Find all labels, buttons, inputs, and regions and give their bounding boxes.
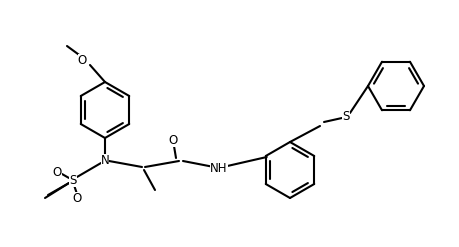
Text: S: S xyxy=(342,109,350,123)
Text: NH: NH xyxy=(210,162,228,174)
Text: O: O xyxy=(73,191,82,205)
Text: O: O xyxy=(78,54,87,66)
Text: O: O xyxy=(52,165,62,179)
Text: N: N xyxy=(101,153,109,166)
Text: S: S xyxy=(69,173,77,186)
Text: O: O xyxy=(168,133,178,146)
